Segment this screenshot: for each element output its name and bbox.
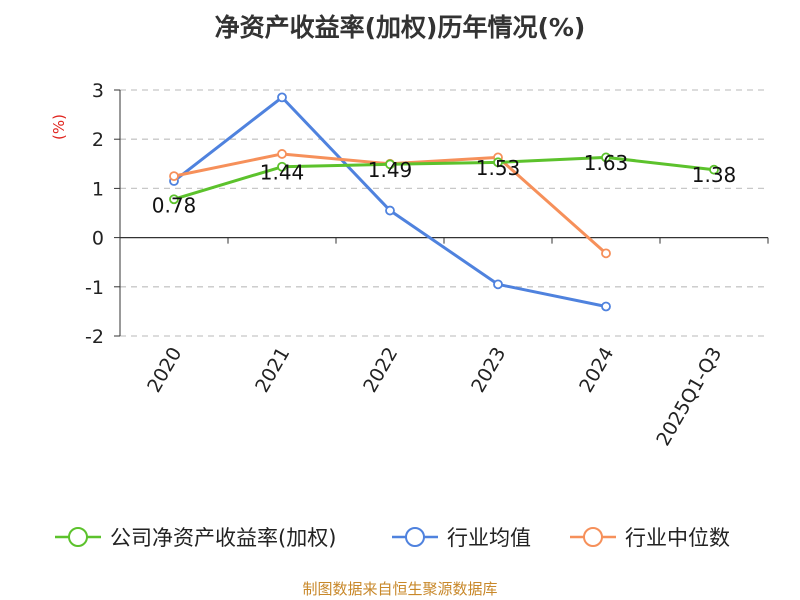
series-1 <box>169 92 611 312</box>
y-tick-label: -2 <box>85 326 104 348</box>
axes: 3 2 1 0 -1 -2 2020 2021 2022 2023 2024 2025Q1-Q3 <box>85 80 769 450</box>
x-tick-label: 2023 <box>467 344 510 397</box>
legend-label: 公司净资产收益率(加权) <box>110 526 336 550</box>
legend-item: 行业均值 <box>392 526 531 550</box>
legend-item: 行业中位数 <box>570 526 730 550</box>
legend-marker <box>583 527 603 547</box>
gridlines <box>120 89 768 337</box>
chart-title: 净资产收益率(加权)历年情况(%) <box>215 13 586 42</box>
x-tick-label: 2022 <box>359 344 402 397</box>
legend-label: 行业均值 <box>447 526 531 550</box>
source-note: 制图数据来自恒生聚源数据库 <box>302 580 497 598</box>
data-point <box>709 164 719 175</box>
legend-label: 行业中位数 <box>625 526 730 550</box>
legend: 公司净资产收益率(加权) 行业均值 行业中位数 <box>55 526 730 550</box>
data-point <box>601 248 611 259</box>
data-point <box>493 157 503 168</box>
series-line <box>173 95 607 308</box>
data-label: 1.53 <box>476 156 521 180</box>
y-tick-label: -1 <box>85 277 104 299</box>
y-tick-label: 3 <box>92 80 104 102</box>
legend-marker <box>68 527 88 547</box>
data-point <box>493 279 503 290</box>
data-point <box>169 171 179 182</box>
series-line <box>173 155 715 201</box>
data-point <box>277 149 287 159</box>
series-lines <box>169 92 719 312</box>
data-point <box>169 194 179 205</box>
y-tick-label: 1 <box>92 178 104 200</box>
data-point <box>385 159 395 170</box>
data-label: 1.63 <box>584 151 629 175</box>
data-label: 0.78 <box>152 194 197 218</box>
y-axis-unit-label: (%) <box>50 114 68 140</box>
data-label: 1.38 <box>692 163 737 187</box>
x-tick-label: 2024 <box>575 344 618 397</box>
y-tick-label: 2 <box>92 129 104 151</box>
data-point <box>601 301 611 312</box>
data-label: 1.49 <box>368 158 413 182</box>
series-0 <box>169 152 719 205</box>
data-label: 1.44 <box>260 160 305 184</box>
y-tick-label: 0 <box>92 228 104 250</box>
data-point <box>601 152 611 163</box>
x-tick-label: 2021 <box>251 344 294 397</box>
x-tick-label: 2025Q1-Q3 <box>652 344 726 450</box>
legend-item: 公司净资产收益率(加权) <box>55 526 336 550</box>
data-point <box>277 161 287 172</box>
data-point <box>277 92 287 103</box>
data-point <box>385 205 395 216</box>
legend-marker <box>405 527 425 547</box>
data-labels: 0.78 1.44 1.49 1.53 1.63 1.38 <box>152 151 737 218</box>
x-tick-label: 2020 <box>143 344 186 397</box>
